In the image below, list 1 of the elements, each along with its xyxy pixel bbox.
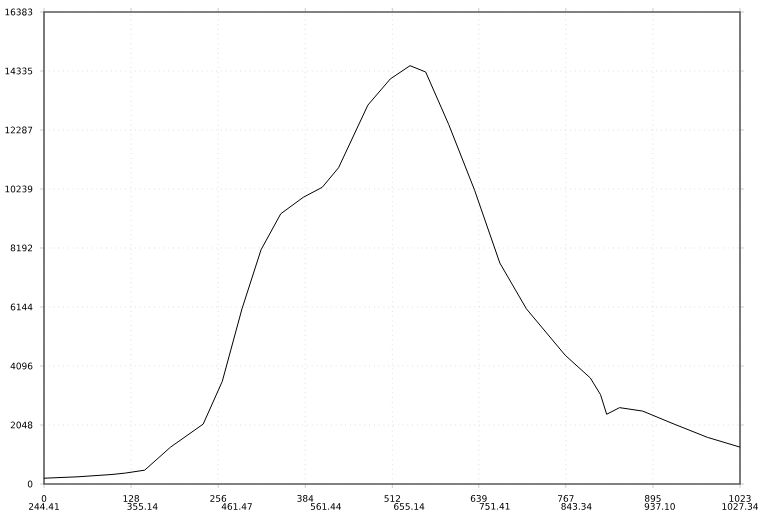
line-series	[44, 65, 741, 479]
